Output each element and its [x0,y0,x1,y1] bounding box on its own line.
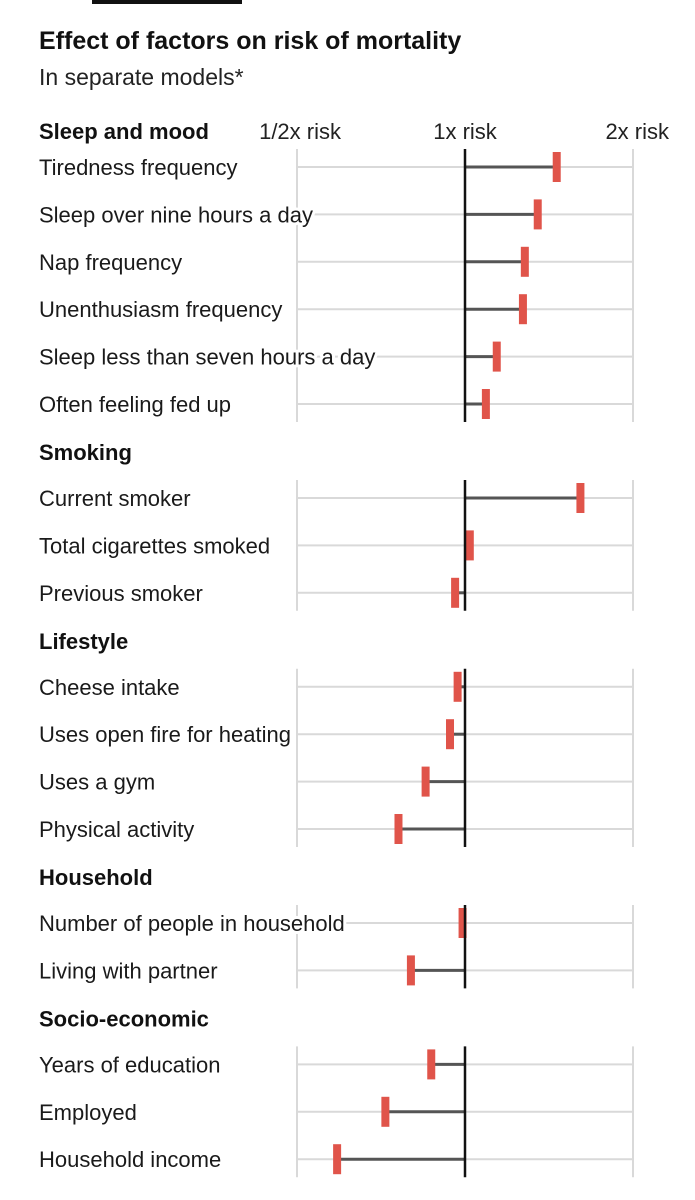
group-header: Socio-economic [39,1006,209,1031]
row-label: Household income [39,1147,221,1172]
risk-marker [520,246,529,277]
row-label: Number of people in household [39,911,345,936]
risk-marker [427,1049,436,1080]
row-label: Years of education [39,1052,220,1077]
row-label: Previous smoker [39,581,203,606]
row-label: Total cigarettes smoked [39,533,270,558]
risk-marker [552,152,561,182]
row-label: Cheese intake [39,675,180,700]
group-header: Sleep and mood [39,119,209,144]
row-label: Physical activity [39,817,194,842]
risk-marker [492,341,501,372]
row-label: Uses open fire for heating [39,722,291,747]
risk-marker [453,671,462,702]
row-label: Current smoker [39,486,191,511]
risk-marker [518,294,527,325]
risk-marker [576,483,585,513]
axis-tick-label: 1/2x risk [259,119,342,144]
risk-marker [421,766,430,797]
risk-marker [451,577,460,608]
risk-marker [446,719,455,750]
row-label: Employed [39,1100,137,1125]
group-header: Household [39,865,153,890]
axis-tick-label: 1x risk [433,119,498,144]
row-label: Often feeling fed up [39,392,231,417]
risk-marker [481,389,490,419]
risk-marker [381,1096,390,1127]
row-label: Tiredness frequency [39,155,238,180]
row-label: Living with partner [39,958,218,983]
group-header: Lifestyle [39,629,128,654]
risk-marker [394,814,403,844]
group-header: Smoking [39,440,132,465]
axis-tick-label: 2x risk [605,119,670,144]
row-label: Uses a gym [39,770,155,795]
risk-marker [533,199,542,230]
row-label: Sleep less than seven hours a day [39,345,375,370]
chart-title: Effect of factors on risk of mortality [39,27,461,55]
chart-subtitle: In separate models* [39,64,244,90]
row-label: Nap frequency [39,250,182,275]
risk-marker [333,1144,342,1175]
risk-marker [458,908,467,938]
row-label: Unenthusiasm frequency [39,297,282,322]
row-label: Sleep over nine hours a day [39,202,313,227]
risk-marker [406,955,415,986]
header-rule [92,0,242,4]
risk-marker [465,530,474,561]
